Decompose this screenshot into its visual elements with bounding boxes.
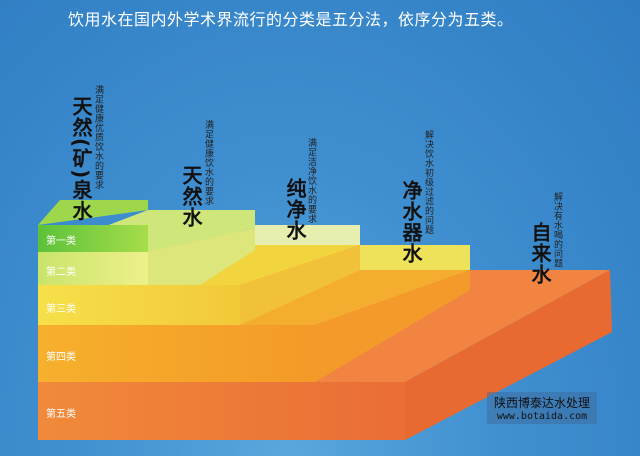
- water-name-5: 自来水: [528, 222, 552, 285]
- step-4-side: [315, 270, 470, 382]
- water-desc-3: 满足洁净饮水的要求: [306, 138, 316, 224]
- level-label-3: 第三类: [46, 304, 76, 315]
- step-5-front: [38, 382, 405, 440]
- step-3-back: [360, 245, 470, 270]
- water-desc-1: 满足健康优质饮水的要求: [93, 85, 103, 190]
- level-label-4: 第四类: [46, 352, 76, 363]
- watermark-company: 陕西博泰达水处理: [493, 396, 590, 410]
- level-label-2: 第二类: [46, 267, 76, 278]
- water-name-4: 净水器水: [399, 180, 423, 264]
- water-name-3: 纯净水: [283, 178, 307, 241]
- step-1-front: [38, 225, 148, 252]
- step-2-side: [148, 228, 255, 285]
- level-label-1: 第一类: [46, 236, 76, 247]
- level-label-5: 第五类: [46, 409, 76, 420]
- water-desc-2: 满足健康饮水的要求: [203, 120, 213, 206]
- water-name-2: 天然水: [179, 165, 203, 228]
- step-4-front: [38, 325, 315, 382]
- watermark: 陕西博泰达水处理 www.botaida.com: [487, 392, 597, 424]
- step-5-side: [405, 270, 612, 440]
- step-3-front: [38, 285, 240, 325]
- step-3-side: [240, 245, 360, 325]
- watermark-url: www.botaida.com: [496, 411, 588, 422]
- step-2-back: [255, 225, 360, 245]
- water-desc-5: 解决有水喝的问题: [552, 192, 562, 268]
- water-desc-4: 解决饮水初级过滤的问题: [423, 130, 433, 235]
- step-1-top: [38, 200, 148, 225]
- page-title: 饮用水在国内外学术界流行的分类是五分法，依序分为五类。: [68, 10, 514, 29]
- water-name-1: 天然(矿)泉水: [69, 96, 93, 222]
- step-2-front: [38, 252, 148, 285]
